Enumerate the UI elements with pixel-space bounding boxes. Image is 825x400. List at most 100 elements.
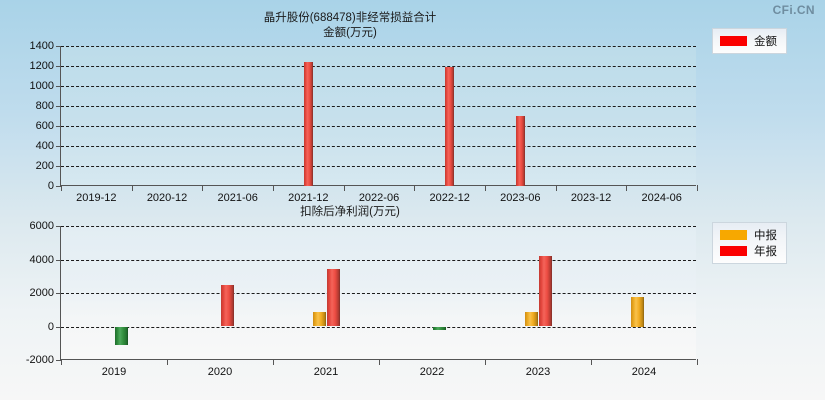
y-axis-tick-label: 400: [35, 140, 54, 152]
y-axis-tick-mark: [56, 106, 61, 107]
top-chart-axis-title: 金额(万元): [323, 27, 377, 39]
bar-2022-12-金额[interactable]: [445, 66, 455, 186]
y-axis-tick-mark: [56, 166, 61, 167]
bar-2024-中报[interactable]: [630, 297, 644, 327]
x-axis-tick-label: 2019-12: [76, 192, 117, 204]
x-axis-tick-label: 2022: [419, 366, 445, 378]
x-axis-tick-mark: [485, 185, 486, 191]
legend-label: 年报: [754, 246, 777, 258]
y-axis-tick-mark: [56, 126, 61, 127]
x-axis-tick-mark: [167, 359, 168, 365]
bar-2021-年报[interactable]: [326, 268, 340, 327]
gridline: [61, 126, 696, 127]
y-axis-tick-label: 6000: [29, 220, 54, 232]
gridline: [61, 166, 696, 167]
x-axis-tick-label: 2023-12: [570, 192, 612, 204]
top-chart-plot-area: 0 200 400 600 800 1000 1200 1400 2019-12 2020-12 2…: [30, 40, 698, 204]
x-axis-tick-mark: [202, 185, 204, 191]
bottom-legend-item-中报[interactable]: 中报: [720, 227, 777, 243]
y-axis-tick-label: 1400: [29, 40, 54, 52]
x-axis-tick-label: 2020-12: [146, 192, 188, 204]
x-axis-tick-mark: [591, 359, 592, 365]
x-axis-tick-mark: [131, 185, 133, 191]
x-axis-tick-label: 2024-06: [641, 192, 682, 204]
y-axis-tick-label: -2000: [25, 354, 54, 366]
bottom-chart-axis-title: 扣除后净利润(万元): [300, 206, 400, 218]
x-axis-tick-label: 2023-06: [500, 192, 541, 204]
bar-2021-中报[interactable]: [312, 311, 326, 327]
x-axis-tick-mark: [414, 185, 416, 191]
bar-2019-年报[interactable]: [114, 326, 128, 345]
x-axis-tick-mark: [379, 359, 380, 365]
bottom-chart-plot-area: -2000 0 2000 4000 6000 2019 2020 2021 2022 2023 20…: [26, 220, 698, 378]
legend-swatch-icon: [720, 246, 747, 256]
y-axis-tick-label: 4000: [29, 253, 54, 266]
x-axis-tick-mark: [273, 359, 274, 365]
legend-swatch-icon: [720, 36, 747, 46]
x-axis-tick-mark: [61, 185, 62, 191]
gridline: [61, 46, 696, 47]
y-axis-tick-mark: [56, 259, 61, 261]
x-axis-tick-label: 2023: [525, 366, 551, 378]
y-axis-tick-label: 200: [35, 160, 54, 172]
gridline: [61, 259, 696, 261]
y-axis-tick-mark: [56, 146, 61, 147]
top-chart-legend: 金额: [712, 28, 787, 54]
y-axis-tick-label: 2000: [29, 287, 54, 299]
bar-2023-中报[interactable]: [524, 311, 538, 327]
y-axis-tick-label: 1200: [29, 60, 54, 72]
bar-2023-年报[interactable]: [538, 256, 552, 327]
top-chart-background: [61, 46, 696, 185]
x-axis-tick-label: 2021: [313, 366, 339, 378]
y-axis-tick-mark: [56, 86, 61, 87]
x-axis-tick-mark: [61, 359, 62, 365]
x-axis-tick-label: 2020: [207, 366, 233, 378]
y-axis-tick-mark: [56, 186, 61, 187]
gridline: [61, 106, 696, 107]
bottom-chart-legend: 中报 年报: [712, 222, 787, 264]
x-axis-tick-mark: [626, 185, 628, 191]
x-axis-tick-label: 2021-06: [217, 192, 258, 204]
x-axis-tick-label: 2022-06: [358, 192, 400, 204]
y-axis-tick-mark: [56, 326, 61, 328]
bottom-legend-item-年报[interactable]: 年报: [720, 243, 777, 259]
legend-label: 中报: [754, 230, 777, 242]
bar-2022-年报[interactable]: [432, 326, 446, 330]
gridline: [61, 293, 696, 294]
x-axis-tick-label: 2022-12: [429, 192, 470, 204]
x-axis-tick-mark: [697, 359, 698, 365]
y-axis-tick-mark: [56, 293, 61, 294]
y-axis-tick-label: 0: [47, 320, 54, 333]
legend-label: 金额: [754, 36, 777, 48]
x-axis-tick-mark: [697, 185, 698, 191]
y-axis-tick-mark: [56, 360, 61, 361]
y-axis-tick-label: 1000: [29, 80, 54, 92]
x-axis-tick-mark: [273, 185, 274, 191]
page-title: 晶升股份(688478)非经常损益合计: [263, 12, 437, 24]
gridline: [61, 226, 696, 227]
gridline: [61, 326, 696, 328]
legend-swatch-icon: [720, 230, 747, 240]
y-axis-tick-label: 0: [47, 180, 54, 192]
bottom-chart-background: [61, 226, 696, 359]
bar-2020-年报[interactable]: [220, 285, 234, 327]
y-axis-tick-label: 600: [35, 120, 54, 132]
x-axis-tick-label: 2021-12: [288, 192, 329, 204]
y-axis-tick-mark: [56, 226, 61, 227]
x-axis-tick-mark: [343, 185, 345, 191]
gridline: [61, 66, 696, 67]
x-axis-tick-mark: [555, 185, 557, 191]
gridline: [61, 146, 696, 147]
top-legend-item-金额[interactable]: 金额: [720, 33, 777, 49]
y-axis-tick-label: 800: [35, 100, 54, 112]
bar-2023-06-金额[interactable]: [515, 116, 525, 186]
bar-2021-12-金额[interactable]: [303, 62, 313, 186]
x-axis-tick-label: 2019: [101, 366, 127, 378]
gridline: [61, 86, 696, 87]
x-axis-tick-label: 2024: [631, 366, 657, 378]
y-axis-tick-mark: [56, 46, 61, 47]
y-axis-tick-mark: [56, 66, 61, 67]
watermark-cfi: CFi.CN: [772, 3, 815, 17]
x-axis-tick-mark: [485, 359, 486, 365]
